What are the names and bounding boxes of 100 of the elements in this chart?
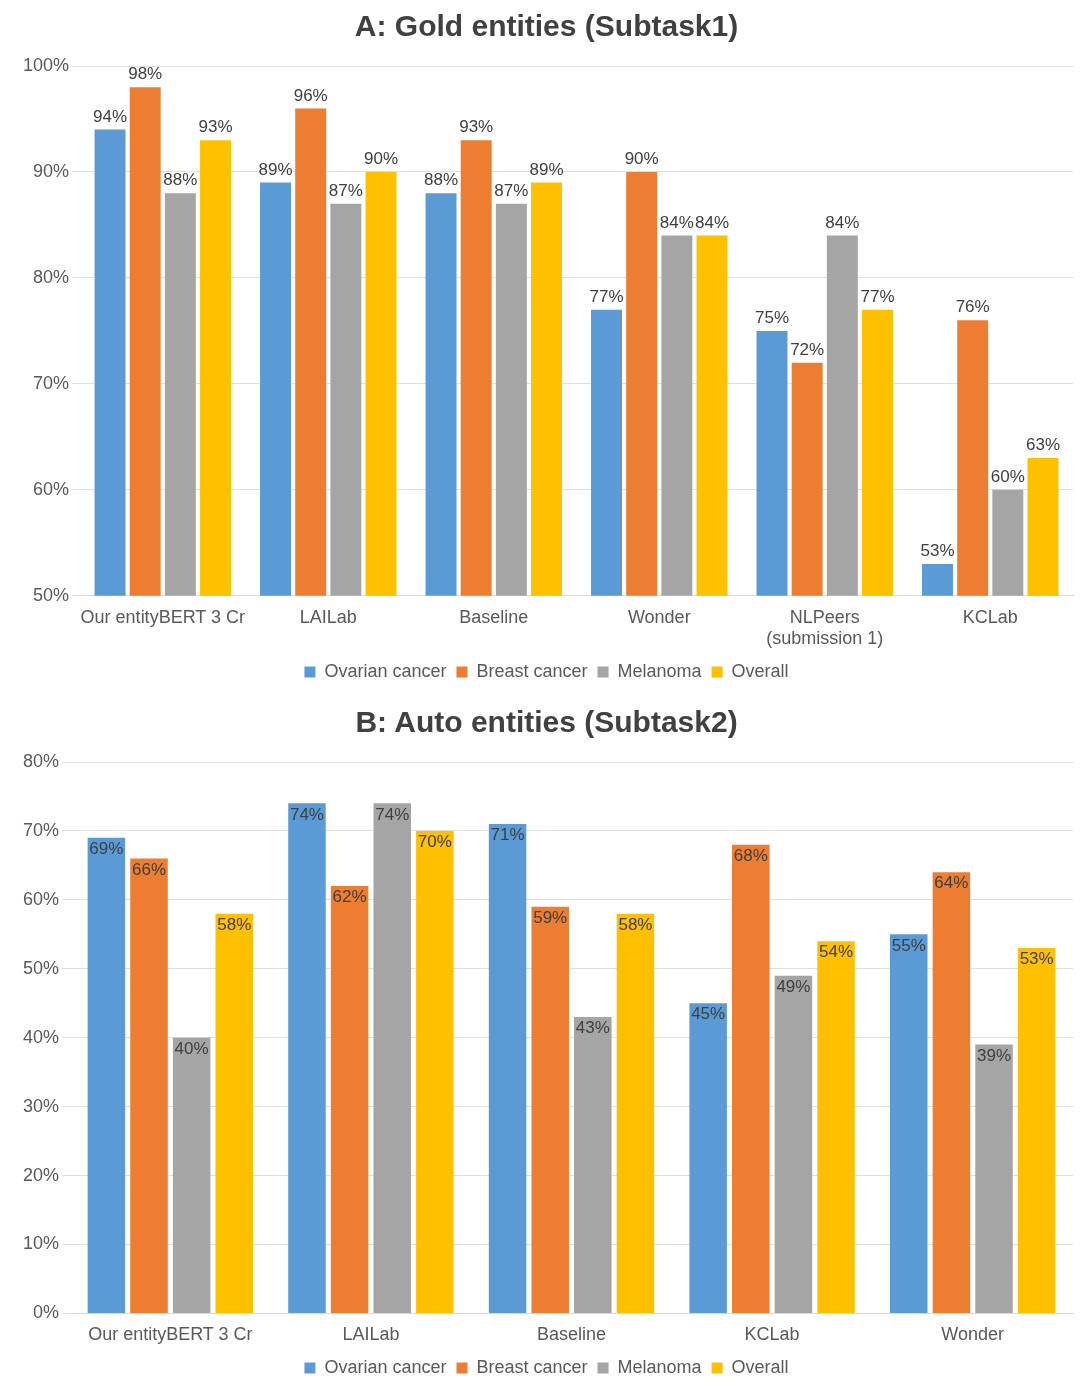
chart-title: A: Gold entities (Subtask1) [354,9,739,43]
bar [416,830,454,1313]
data-label: 43% [575,1018,610,1038]
bar [975,1044,1013,1313]
data-label: 74% [289,804,324,824]
data-label: 74% [375,804,410,824]
y-tick-label: 100% [22,54,70,75]
data-label: 71% [490,825,525,845]
bar [1017,948,1056,1313]
data-label: 72% [790,339,825,359]
data-label: 69% [89,839,124,859]
x-tick-label: KCLab [744,1324,800,1345]
data-label: 70% [417,832,452,852]
bar [87,837,126,1313]
data-label: 75% [754,308,790,328]
data-label: 98% [128,64,163,84]
y-tick-label: 60% [33,478,70,499]
y-tick-label: 80% [23,750,60,771]
bar [932,872,971,1313]
bar [215,913,254,1313]
data-label: 39% [977,1045,1012,1065]
legend-label: Ovarian cancer [324,660,447,681]
legend-label: Overall [731,1356,789,1377]
x-tick-label: Baseline [459,606,529,627]
bar [616,913,655,1313]
legend-label: Melanoma [617,660,703,681]
y-tick-label: 30% [23,1095,60,1116]
bar [732,844,770,1313]
legend-label: Breast cancer [476,660,588,681]
data-label: 96% [293,85,328,105]
x-tick-label: Wonder [627,606,691,627]
x-tick-label: Our entityBERT 3 Cr [88,1324,253,1345]
data-label: 88% [163,170,198,190]
data-label: 55% [891,935,926,955]
chart-title: B: Auto entities (Subtask2) [355,705,738,739]
legend-label: Ovarian cancer [324,1356,447,1377]
bar [531,906,569,1313]
data-label: 63% [1025,435,1061,455]
y-tick-label: 80% [33,266,70,287]
bar [130,858,168,1313]
data-label: 89% [258,159,293,179]
data-label: 58% [217,914,252,934]
data-label: 58% [618,914,653,934]
bar [330,886,369,1313]
legend-label: Breast cancer [476,1356,588,1377]
x-tick-label: Baseline [536,1324,607,1345]
data-label: 84% [659,212,694,232]
data-label: 59% [533,907,568,927]
data-label: 90% [364,149,399,169]
y-tick-label: 0% [33,1302,60,1323]
y-tick-label: 20% [23,1164,60,1185]
x-tick-label: LAILab [342,1324,400,1345]
data-label: 84% [695,212,730,232]
bar [373,803,411,1313]
y-tick-label: 70% [23,819,60,840]
data-label: 76% [955,297,990,317]
bar [689,1003,727,1313]
data-label: 77% [589,286,624,306]
data-label: 77% [860,286,895,306]
y-tick-label: 90% [33,160,70,181]
data-label: 68% [733,845,768,865]
y-tick-label: 60% [23,888,60,909]
data-label: 53% [1019,949,1054,969]
x-tick-label: LAILab [299,606,357,627]
data-label: 45% [691,1004,726,1024]
data-label: 89% [529,159,564,179]
legend-label: Overall [731,660,789,681]
bar [488,824,527,1313]
data-label: 64% [934,873,969,893]
bar [574,1017,612,1313]
data-label: 54% [819,942,854,962]
data-label: 90% [624,149,659,169]
x-tick-label: NLPeers (submission 1) [766,606,884,649]
y-tick-label: 40% [23,1026,60,1047]
legend-label: Melanoma [617,1356,703,1377]
y-tick-label: 50% [23,957,60,978]
data-label: 87% [328,180,363,200]
data-label: 87% [494,180,529,200]
data-label: 66% [131,859,167,879]
data-label: 84% [825,212,860,232]
bar [817,941,855,1313]
data-label: 88% [424,170,459,190]
bar [890,934,928,1313]
y-tick-label: 70% [33,372,70,393]
x-tick-label: Wonder [941,1324,1005,1345]
bar [172,1037,211,1313]
data-label: 93% [198,117,233,137]
data-label: 62% [332,887,367,907]
data-label: 49% [776,976,811,996]
data-label: 94% [93,106,128,126]
data-label: 60% [990,467,1025,487]
data-label: 40% [174,1038,209,1058]
bar [774,975,813,1313]
bar [288,803,326,1313]
y-tick-label: 10% [23,1233,60,1254]
x-tick-label: Our entityBERT 3 Cr [80,606,245,627]
x-tick-label: KCLab [962,606,1018,627]
data-label: 93% [459,117,494,137]
data-label: 53% [920,541,955,561]
y-tick-label: 50% [33,584,70,605]
